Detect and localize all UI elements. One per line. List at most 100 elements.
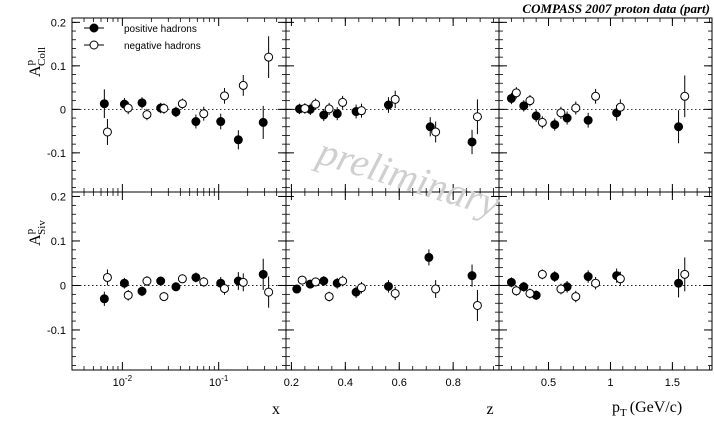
positive-hadron-point (119, 278, 129, 288)
negative-hadron-point (591, 278, 601, 288)
panel-frames (71, 17, 713, 371)
negative-hadron-point (238, 277, 248, 287)
negative-hadron-point (338, 276, 348, 286)
positive-hadron-point (319, 276, 329, 286)
negative-hadron-point (472, 300, 482, 310)
positive-hadron-point (467, 271, 477, 281)
x-tick-label: 10-2 (113, 374, 133, 389)
negative-hadron-point (311, 277, 321, 287)
negative-hadron-point (300, 103, 310, 113)
x-tick-label: 1.5 (665, 377, 680, 389)
negative-hadron-point (324, 104, 334, 114)
negative-hadron-point (159, 103, 169, 113)
negative-hadron-point (199, 277, 209, 287)
negative-hadron-point (615, 274, 625, 284)
chart-title: COMPASS 2007 proton data (part) (522, 1, 710, 16)
negative-hadron-point (311, 99, 321, 109)
positive-hadron-point (424, 252, 434, 262)
x-tick-base: 10 (113, 377, 125, 389)
panel-frame-siv-pt (498, 191, 713, 371)
x-tick-label: 0.8 (446, 377, 461, 389)
positive-hadron-point (383, 100, 393, 110)
negative-hadron-point (102, 127, 112, 137)
negative-hadron-point (680, 91, 690, 101)
legend: positive hadrons negative hadrons (84, 23, 201, 52)
x-tick-exponent: -1 (221, 374, 229, 383)
legend-marker-positive (89, 23, 99, 33)
positive-hadron-point (258, 269, 268, 279)
positive-hadron-point (467, 137, 477, 147)
y-tick-label: 0 (60, 104, 66, 116)
negative-hadron-point (199, 109, 209, 119)
x-label-pt-sub: T (620, 407, 627, 419)
negative-hadron-point (511, 88, 521, 98)
y-axis-label-siv: ApSiv (24, 220, 48, 246)
legend-marker-negative (89, 40, 99, 50)
positive-hadron-point (583, 272, 593, 282)
positive-hadron-point (550, 272, 560, 282)
negative-hadron-point (102, 272, 112, 282)
positive-hadron-point (137, 286, 147, 296)
negative-hadron-point (123, 290, 133, 300)
negative-hadron-point (390, 288, 400, 298)
y-label-coll-base: A (27, 65, 44, 77)
negative-hadron-point (525, 96, 535, 106)
positive-hadron-point (171, 282, 181, 292)
x-tick-label: 0.6 (392, 377, 407, 389)
positive-hadron-point (171, 107, 181, 117)
y-label-coll-sub: Coll (36, 47, 48, 66)
negative-hadron-point (431, 127, 441, 137)
negative-hadron-point (525, 288, 535, 298)
negative-hadron-point (537, 117, 547, 127)
negative-hadron-point (571, 292, 581, 302)
positive-hadron-point (332, 109, 342, 119)
x-axis-label-x: x (272, 401, 280, 418)
negative-hadron-point (159, 292, 169, 302)
x-tick-exponent: -2 (125, 374, 133, 383)
y-tick-label: 0.2 (51, 17, 66, 29)
negative-hadron-point (680, 269, 690, 279)
negative-hadron-point (177, 99, 187, 109)
positive-hadron-point (319, 110, 329, 120)
positive-hadron-point (99, 99, 109, 109)
positive-hadron-point (674, 122, 684, 132)
positive-hadron-point (383, 281, 393, 291)
positive-hadron-point (583, 115, 593, 125)
y-tick-label: 0 (60, 280, 66, 292)
positive-hadron-point (519, 282, 529, 292)
x-tick-label: 10-1 (209, 374, 229, 389)
negative-hadron-point (556, 284, 566, 294)
positive-hadron-point (531, 111, 541, 121)
negative-hadron-point (297, 275, 307, 285)
negative-hadron-point (177, 274, 187, 284)
axis-ticks: 0.20.10-0.10.20.10-0.110-2 10-1 0.2 0.4 0.6 0… (47, 17, 712, 389)
x-label-pt-unit: (GeV/c) (630, 399, 682, 416)
y-label-coll-sup: p (24, 59, 36, 65)
negative-hadron-point (472, 112, 482, 122)
negative-hadron-point (390, 94, 400, 104)
positive-hadron-point (506, 277, 516, 287)
x-axis-label-pt: pT (GeV/c) (612, 399, 682, 419)
y-label-siv-sub: Siv (36, 220, 48, 235)
negative-hadron-point (220, 91, 230, 101)
negative-hadron-point (264, 287, 274, 297)
legend-label: positive hadrons (124, 24, 197, 35)
y-tick-label: -0.1 (47, 325, 66, 337)
y-tick-label: 0.1 (51, 236, 66, 248)
negative-hadron-point (142, 276, 152, 286)
positive-hadron-point (519, 101, 529, 111)
positive-hadron-point (137, 98, 147, 108)
negative-hadron-point (238, 80, 248, 90)
zero-lines (72, 108, 712, 286)
negative-hadron-point (123, 103, 133, 113)
positive-hadron-point (99, 294, 109, 304)
negative-hadron-point (591, 91, 601, 101)
positive-hadron-point (156, 276, 166, 286)
x-axis-label-z: z (486, 401, 493, 418)
negative-hadron-point (264, 52, 274, 62)
negative-hadron-point (142, 110, 152, 120)
x-tick-label: 1 (607, 377, 613, 389)
positive-hadron-point (258, 117, 268, 127)
positive-hadron-point (550, 120, 560, 130)
